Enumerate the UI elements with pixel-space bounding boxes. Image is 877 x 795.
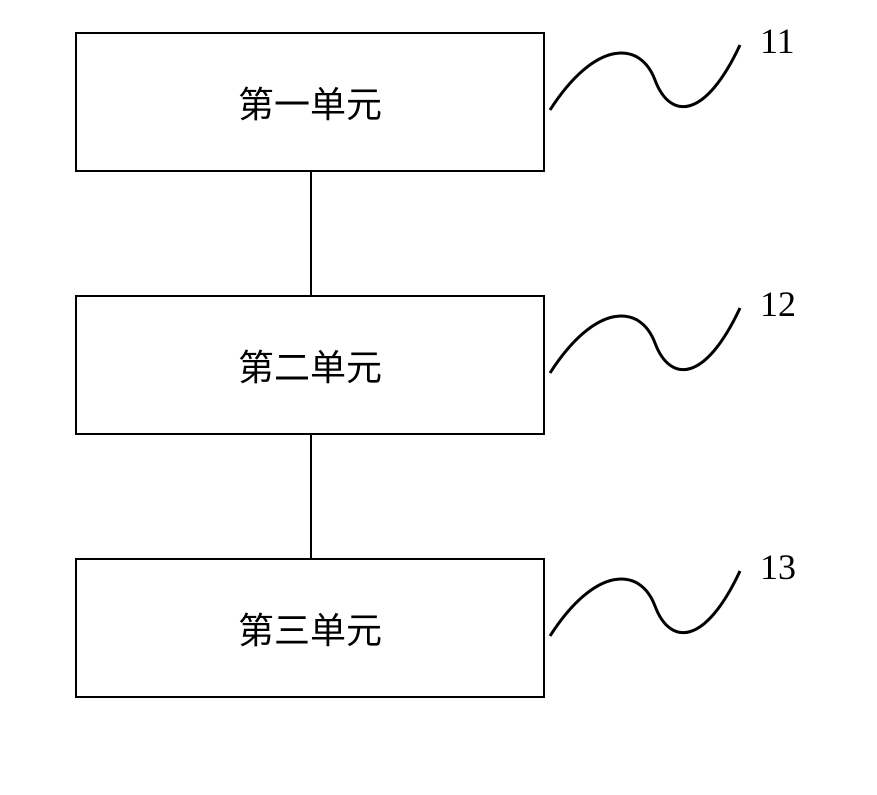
node-unit2-label: 第二单元 [238, 339, 382, 391]
callout-squiggle-11 [545, 30, 745, 115]
node-unit1-label: 第一单元 [238, 76, 382, 128]
edge-unit2-unit3 [310, 435, 312, 558]
callout-squiggle-13 [545, 556, 745, 641]
callout-squiggle-12 [545, 293, 745, 378]
edge-unit1-unit2 [310, 172, 312, 295]
node-unit3-label: 第三单元 [238, 602, 382, 654]
node-unit2: 第二单元 [75, 295, 545, 435]
callout-label-13: 13 [760, 546, 796, 588]
diagram-canvas: 第一单元 第二单元 第三单元 11 12 13 [0, 0, 877, 795]
node-unit1: 第一单元 [75, 32, 545, 172]
callout-label-12: 12 [760, 283, 796, 325]
callout-label-11: 11 [760, 20, 795, 62]
node-unit3: 第三单元 [75, 558, 545, 698]
